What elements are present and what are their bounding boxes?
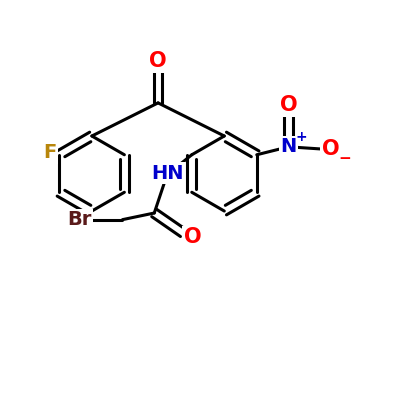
Text: O: O xyxy=(149,52,167,72)
Text: −: − xyxy=(338,151,351,166)
Text: Br: Br xyxy=(68,210,92,229)
Text: +: + xyxy=(295,130,307,144)
Text: F: F xyxy=(43,143,56,162)
Text: O: O xyxy=(280,95,297,115)
Text: HN: HN xyxy=(151,164,184,183)
Text: O: O xyxy=(322,139,339,159)
Text: O: O xyxy=(184,227,202,247)
Text: N: N xyxy=(280,137,297,156)
